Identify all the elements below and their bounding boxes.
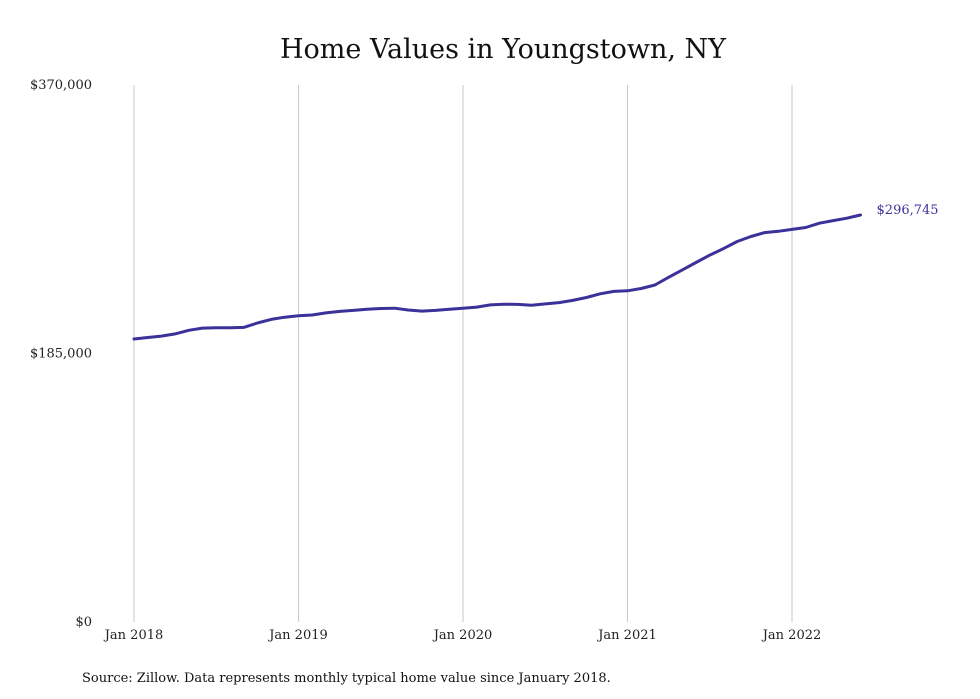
y-tick-label: $370,000 [30,78,92,93]
x-tick-label: Jan 2021 [596,628,657,643]
last-value-label: $296,745 [877,203,939,218]
x-tick-label: Jan 2020 [432,628,493,643]
y-tick-label: $185,000 [30,347,92,362]
x-axis-ticks: Jan 2018 Jan 2019 Jan 2020 Jan 2021 Jan 2022 [103,628,822,643]
home-value-line [132,213,862,341]
x-gridlines [133,85,793,622]
y-axis-ticks: $0 $185,000 $370,000 [30,78,92,630]
y-tick-label: $0 [75,615,92,630]
source-note: Source: Zillow. Data represents monthly … [82,671,611,686]
x-tick-label: Jan 2022 [761,628,822,643]
chart-title: Home Values in Youngstown, NY [280,34,727,65]
x-tick-label: Jan 2018 [103,628,164,643]
x-tick-label: Jan 2019 [267,628,328,643]
